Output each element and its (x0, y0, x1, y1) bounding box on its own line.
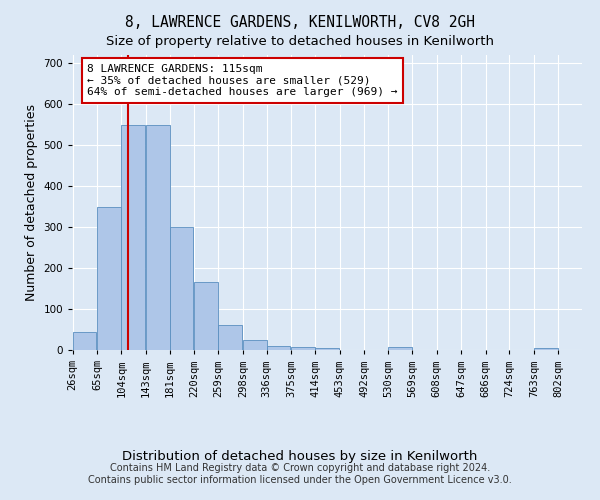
Bar (316, 348, 339, 350)
Text: Contains HM Land Registry data © Crown copyright and database right 2024.
Contai: Contains HM Land Registry data © Crown c… (88, 464, 512, 485)
Text: Distribution of detached houses by size in Kenilworth: Distribution of detached houses by size … (122, 450, 478, 463)
Bar (97, 206, 121, 350)
Y-axis label: Number of detached properties: Number of detached properties (25, 104, 38, 301)
Bar (388, 346, 412, 350)
Text: 8, LAWRENCE GARDENS, KENILWORTH, CV8 2GH: 8, LAWRENCE GARDENS, KENILWORTH, CV8 2GH (125, 15, 475, 30)
Text: Size of property relative to detached houses in Kenilworth: Size of property relative to detached ho… (106, 35, 494, 48)
Bar (291, 347, 315, 350)
Bar (170, 227, 193, 350)
Bar (243, 340, 266, 350)
Bar (266, 346, 290, 350)
Bar (194, 282, 218, 350)
Bar (121, 124, 145, 350)
Text: 8 LAWRENCE GARDENS: 115sqm
← 35% of detached houses are smaller (529)
64% of sem: 8 LAWRENCE GARDENS: 115sqm ← 35% of deta… (88, 64, 398, 97)
Bar (146, 124, 170, 350)
Bar (218, 326, 242, 350)
Bar (73, 332, 97, 350)
Bar (534, 348, 557, 350)
